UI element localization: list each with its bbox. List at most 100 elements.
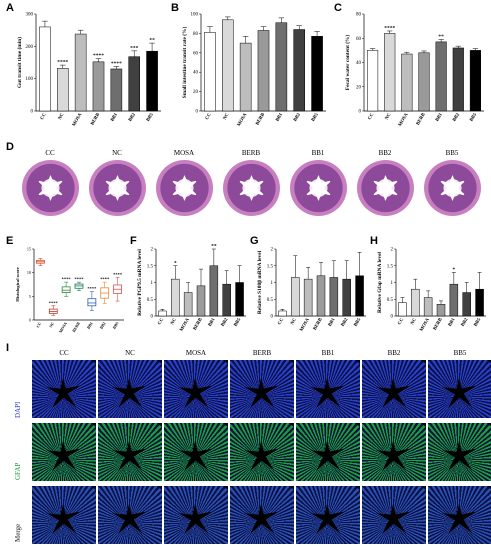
y-tick-label: 1.5 [267,264,274,269]
panel-label-h: H [370,235,378,247]
fluor-image-dapi-bb5 [428,360,491,418]
bar [183,292,193,317]
y-tick-label: 1 [151,281,154,286]
fluor-image-merge-bb2 [362,486,426,544]
x-tick-label: CC [205,112,213,121]
x-tick-label: BERB [255,112,266,127]
histology-label-nc: NC [112,149,122,157]
bar [449,283,459,317]
fluor-row-label-gfap: GFAP [14,462,22,480]
bar [435,41,447,112]
histology-image-mosa [156,160,213,216]
x-tick-label: CC [40,112,48,121]
box [61,286,71,293]
bar [423,297,433,317]
x-tick-label: BB2 [99,321,107,330]
y-tick-label: 60 [193,51,199,56]
y-tick-label: 0 [391,315,394,320]
fluor-row-label-merge: Merge [14,523,22,542]
x-tick-label: BB5 [311,112,320,123]
bar [342,278,351,317]
y-axis-title: Relative PGP9.5 mRNA level [137,249,143,316]
chart-c-fecal-water-content: 0 20 40 60 80 Fecal water content (%) CC **** NC… [338,8,488,138]
panel-label-e: E [6,235,14,247]
y-tick-label: 2 [271,248,274,253]
chart-f-pgp95-mrna: 0 0.5 1 1.5 2 Relative PGP9.5 mRNA level CC * NC… [130,243,250,343]
histology-image-bb2 [357,160,414,216]
bar [469,50,481,112]
y-tick-label: 0 [29,318,31,323]
x-tick-label: BB1 [275,112,284,123]
histology-image-nc [89,160,146,216]
x-tick-label: CC [157,317,165,326]
y-tick-label: 80 [356,13,362,18]
y-tick-label: 40 [356,61,362,66]
y-tick-label: 1 [391,281,394,286]
x-tick-label: MOSA [419,317,431,332]
x-tick-label: BB5 [469,112,478,123]
histology-label-bb1: BB1 [311,149,325,157]
significance-label: **** [75,277,85,282]
x-tick-label: BB2 [461,317,470,328]
significance-label: **** [49,300,59,305]
fluor-col-label-bb2: BB2 [387,349,401,357]
x-tick-label: NC [223,112,231,121]
x-tick-label: BERB [71,321,81,333]
fluor-image-gfap-bb2 [362,423,426,481]
y-tick-label: 0.5 [387,298,394,303]
y-axis-title: Relative Gfap mRNA level [377,252,383,313]
x-tick-label: BB5 [474,317,483,328]
bar [367,50,379,112]
x-tick-label: BB1 [208,317,217,328]
fluor-image-dapi-berb [230,360,294,418]
histology-label-mosa: MOSA [173,149,195,157]
x-tick-label: CC [397,317,405,326]
x-tick-label: NC [385,112,393,121]
x-tick-label: BB1 [86,321,94,330]
significance-label: * [452,267,455,273]
significance-label: * [174,260,177,266]
bar [222,283,231,317]
significance-label: **** [113,272,123,277]
bar [204,32,216,112]
y-tick-label: 15 [27,247,31,252]
significance-label: **** [111,61,122,67]
y-tick-label: 5 [29,294,31,299]
significance-label: **** [100,277,110,282]
x-tick-label: NC [58,112,66,121]
x-tick-label: CC [35,321,42,329]
significance-label: **** [93,53,104,59]
fluor-image-gfap-mosa [164,423,228,481]
bar [462,292,471,317]
significance-label: **** [384,25,395,31]
bar [222,19,234,112]
x-tick-label: BB1 [448,317,457,328]
x-tick-label: CC [277,317,285,326]
bar [384,33,396,112]
bar [92,61,105,112]
y-tick-label: 2 [391,248,394,253]
y-axis-title: Gut transit time (min) [16,37,23,88]
y-tick-label: 20 [193,90,199,95]
bar [110,68,123,112]
x-tick-label: BERB [90,112,101,127]
bar [291,277,300,317]
panel-label-f: F [130,235,137,247]
histology-label-cc: CC [45,149,55,157]
bar [128,56,141,112]
y-tick-label: 0 [196,110,199,115]
panel-label-b: B [171,2,179,14]
fluor-col-label-bb5: BB5 [453,349,467,357]
significance-label: **** [87,286,97,291]
fluor-col-label-berb: BERB [252,349,272,357]
x-tick-label: BB5 [354,317,363,328]
bar [452,47,464,112]
fluor-image-merge-cc [32,486,96,544]
y-tick-label: 40 [193,71,199,76]
histology-image-bb1 [290,160,347,216]
x-tick-label: BB2 [221,317,230,328]
chart-b-small-intestine-transit: 0 20 40 60 80 100 Small intestine transit rate… [175,8,330,138]
x-tick-label: BERB [433,317,444,332]
bar [171,278,180,317]
bar [39,26,51,112]
